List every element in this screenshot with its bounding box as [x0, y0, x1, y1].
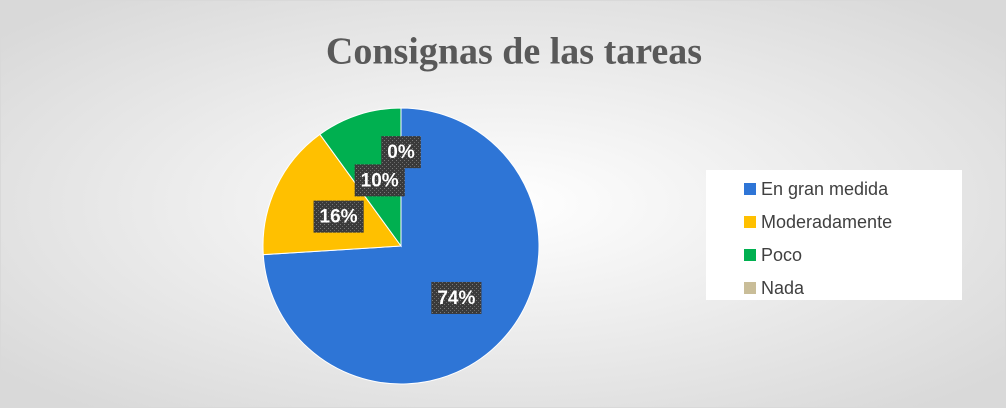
- legend-label: Poco: [761, 245, 802, 265]
- legend-swatch: [744, 282, 756, 294]
- legend-swatch: [744, 216, 756, 228]
- data-label-box: [381, 136, 421, 169]
- data-label-box: [313, 200, 364, 233]
- data-label: 0%: [381, 136, 421, 169]
- data-label-text: 10%: [361, 170, 399, 191]
- pie-slice: [262, 133, 402, 256]
- data-label-box: [431, 281, 482, 314]
- data-label-text: 74%: [437, 288, 475, 309]
- legend-label: Nada: [761, 278, 805, 298]
- legend-label: En gran medida: [761, 179, 889, 199]
- data-label-text: 0%: [387, 142, 415, 163]
- legend-label: Moderadamente: [761, 212, 892, 232]
- data-label: 74%: [431, 281, 482, 314]
- legend-swatch: [744, 183, 756, 195]
- data-label-text: 16%: [320, 207, 358, 228]
- chart-title: Consignas de las tareas: [326, 31, 702, 73]
- data-label-box: [354, 164, 405, 197]
- data-label: 10%: [354, 164, 405, 197]
- data-label: 16%: [313, 200, 364, 233]
- legend-swatch: [744, 249, 756, 261]
